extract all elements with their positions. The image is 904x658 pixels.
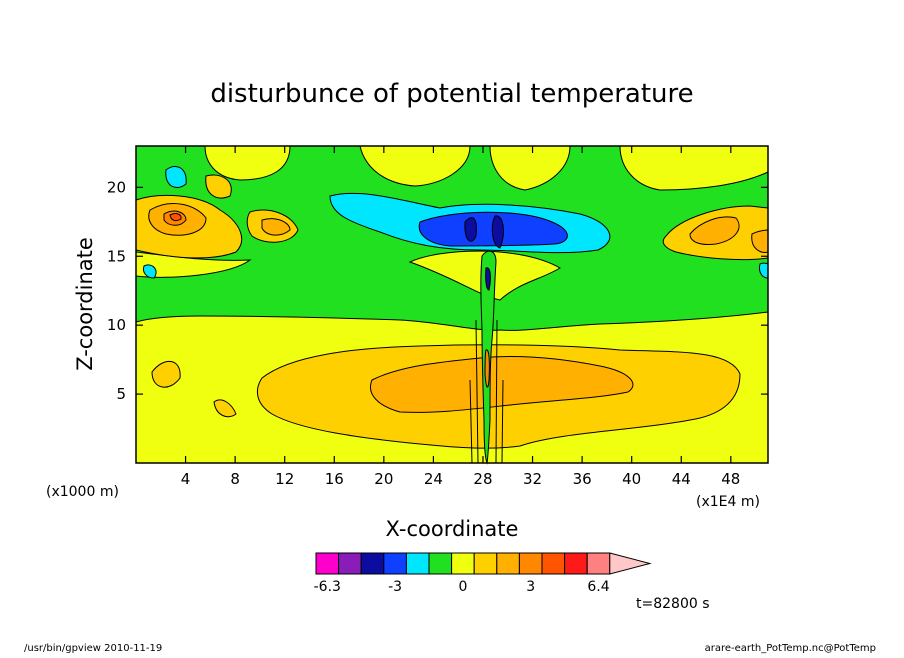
colorbar-arrow bbox=[609, 552, 652, 575]
colorbar-swatch bbox=[428, 552, 453, 575]
x-tick-label: 4 bbox=[181, 470, 191, 488]
warm-left-patch-2-core bbox=[261, 218, 291, 236]
central-contour-3 bbox=[469, 379, 473, 464]
colorbar-swatch bbox=[405, 552, 430, 575]
colorbar-label: 3 bbox=[526, 579, 535, 595]
x-tick-label: 40 bbox=[622, 470, 641, 488]
time-label: t=82800 s bbox=[636, 596, 710, 612]
central-contour-4 bbox=[501, 379, 504, 464]
central-contour-2 bbox=[495, 319, 498, 464]
colorbar-swatch bbox=[315, 552, 340, 575]
x-tick-label: 12 bbox=[275, 470, 294, 488]
core-orange bbox=[370, 355, 634, 413]
chart-title: disturbunce of potential temperature bbox=[210, 79, 693, 109]
warm-left-upper-max bbox=[169, 213, 182, 222]
green-band-yellow-top-4 bbox=[619, 145, 769, 191]
colorbar-swatch bbox=[473, 552, 498, 575]
x-tick-label: 16 bbox=[325, 470, 344, 488]
plot-area bbox=[135, 145, 769, 465]
y-tick-label: 5 bbox=[116, 385, 126, 403]
y-tick-label: 15 bbox=[107, 247, 126, 265]
footer-left: /usr/bin/gpview 2010-11-19 bbox=[24, 643, 162, 654]
x-axis: 4 8 12 16 20 24 28 32 36 40 44 48 bbox=[181, 146, 740, 488]
warm-right-upper-core bbox=[689, 216, 740, 245]
colorbar-swatch bbox=[451, 552, 475, 575]
footer-right: arare-earth_PotTemp.nc@PotTemp bbox=[705, 643, 876, 654]
x-tick-label: 36 bbox=[573, 470, 592, 488]
x-tick-label: 48 bbox=[721, 470, 740, 488]
colorbar-label: -3 bbox=[388, 579, 402, 595]
x-tick-label: 20 bbox=[374, 470, 393, 488]
colorbar-swatch bbox=[383, 552, 407, 575]
x-tick-label: 24 bbox=[424, 470, 443, 488]
y-axis: 5 10 15 20 bbox=[107, 178, 768, 403]
x-units-right: (x1E4 m) bbox=[696, 494, 760, 510]
central-column-dark bbox=[485, 267, 491, 291]
cold-core-dark-2 bbox=[491, 215, 504, 249]
colorbar-swatch bbox=[541, 552, 566, 575]
x-tick-label: 32 bbox=[523, 470, 542, 488]
colorbar-swatch bbox=[360, 552, 385, 575]
colorbar-label: -6.3 bbox=[314, 579, 341, 595]
y-tick-label: 10 bbox=[107, 316, 126, 334]
colorbar-swatch bbox=[586, 552, 611, 575]
green-band-yellow-top-2 bbox=[359, 145, 471, 187]
colorbar-swatch bbox=[518, 552, 543, 575]
cold-patch-left bbox=[165, 166, 187, 188]
cold-core-dark bbox=[464, 217, 477, 242]
central-contour-1 bbox=[475, 319, 479, 464]
warm-left-patch bbox=[205, 174, 232, 199]
x-tick-label: 44 bbox=[672, 470, 691, 488]
y-tick-label: 20 bbox=[107, 178, 126, 196]
colorbar-swatch bbox=[564, 552, 588, 575]
x-units-left: (x1000 m) bbox=[46, 484, 119, 500]
colorbar: -6.3 -3 0 3 6.4 bbox=[314, 552, 652, 595]
colorbar-label: 0 bbox=[458, 579, 467, 595]
central-column-inner bbox=[484, 349, 490, 388]
x-tick-label: 8 bbox=[230, 470, 240, 488]
cold-patch-left-2 bbox=[143, 264, 157, 279]
x-axis-label: X-coordinate bbox=[386, 517, 519, 541]
colorbar-swatch bbox=[338, 552, 362, 575]
x-tick-label: 28 bbox=[473, 470, 492, 488]
colorbar-label: 6.4 bbox=[587, 579, 609, 595]
low-plume-left-patch-2 bbox=[213, 399, 237, 418]
green-band-yellow-top-3 bbox=[489, 145, 571, 191]
y-axis-label: Z-coordinate bbox=[73, 237, 97, 371]
colorbar-swatch bbox=[496, 552, 520, 575]
plot-frame bbox=[135, 145, 769, 464]
low-plume-left-patch bbox=[151, 361, 181, 388]
green-band-yellow-top bbox=[204, 145, 291, 181]
